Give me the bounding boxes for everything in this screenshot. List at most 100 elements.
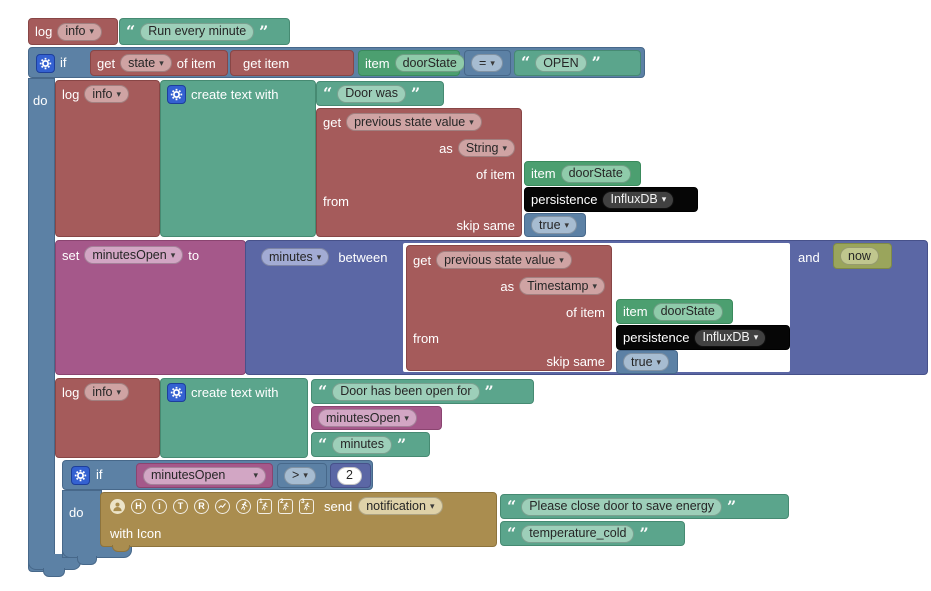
dropdown-arrow-icon: ▾ [404,412,409,423]
string-block[interactable]: “ OPEN ” [514,50,641,76]
attribute-dropdown[interactable]: state ▾ [120,54,172,72]
get-item-block[interactable]: get item [230,50,354,76]
mutator-gear-icon[interactable] [167,84,186,104]
item-block[interactable]: item doorState [358,50,465,76]
dropdown-arrow-icon: ▾ [469,116,474,127]
item-name-field[interactable]: doorState [560,164,631,183]
boolean-block[interactable]: true ▾ [616,350,678,374]
string-value-field[interactable]: temperature_cold [521,524,635,543]
string-value-field[interactable]: Door was [337,84,406,103]
letter-r-icon: R [194,498,209,514]
set-variable-header: set minutesOpen ▾ to [55,244,246,266]
log-block[interactable] [55,80,160,237]
set-label: set [62,247,80,263]
string-block[interactable]: “ Door was ” [316,81,444,106]
boolean-dropdown[interactable]: true ▾ [623,353,670,371]
get-state-block[interactable]: get state ▾ of item [90,50,228,76]
persistence-service-dropdown[interactable]: InfluxDB ▾ [602,190,675,209]
persistence-label: persistence [531,192,598,207]
log-level-dropdown[interactable]: info ▾ [84,383,130,401]
persistence-service-block[interactable]: persistence InfluxDB ▾ [524,187,698,212]
open-quote-icon: “ [507,496,517,516]
return-type-dropdown[interactable]: Timestamp ▾ [519,277,605,295]
persistence-label: persistence [623,330,690,345]
variable-dropdown[interactable]: minutesOpen ▾ [318,409,417,427]
string-value-field[interactable]: OPEN [535,54,587,72]
mutator-gear-icon[interactable] [36,54,55,73]
mutator-gear-icon[interactable] [167,382,186,402]
close-quote-icon: ” [396,434,407,454]
create-text-block[interactable] [160,80,316,237]
persistence-row-skip: skip same [406,350,612,372]
return-type-dropdown[interactable]: String ▾ [457,139,515,157]
number-field[interactable]: 2 [337,466,362,485]
item-name-field[interactable]: doorState [394,54,465,72]
string-block[interactable]: “ Door has been open for ” [311,379,534,404]
item-label: item [365,55,390,71]
string-value-field[interactable]: Door has been open for [332,382,480,401]
do-label: do [69,505,84,520]
dropdown-arrow-icon: ▾ [170,249,176,260]
open-quote-icon: “ [323,83,333,103]
open-quote-icon: “ [318,434,328,454]
boolean-dropdown[interactable]: true ▾ [531,216,578,234]
item-name-field[interactable]: doorState [652,302,723,321]
string-value-field[interactable]: minutes [332,435,392,454]
persistence-service-block[interactable]: persistence InfluxDB ▾ [616,325,790,350]
dropdown-arrow-icon: ▾ [116,386,122,397]
get-item-label: get item [243,55,290,71]
outer-if-spine [28,78,55,572]
string-block[interactable]: “ Please close door to save energy ” [500,494,789,519]
variable-get-block[interactable]: minutesOpen ▾ [136,463,273,488]
operator-dropdown[interactable]: = ▾ [471,54,503,72]
skip-same-label: skip same [546,353,605,369]
dropdown-arrow-icon: ▾ [159,57,164,68]
variable-dropdown[interactable]: minutesOpen ▾ [84,246,184,264]
outer-if-next-notch [43,568,65,577]
operator-dropdown[interactable]: > ▾ [284,466,316,485]
as-label: as [500,278,515,294]
log-label: log [35,24,53,39]
persistence-row-from: from [406,327,612,349]
string-value-field[interactable]: Please close door to save energy [521,497,723,516]
number-block[interactable]: 2 [330,463,371,488]
variable-dropdown[interactable]: minutesOpen ▾ [143,466,266,485]
persistence-service-dropdown[interactable]: InfluxDB ▾ [694,328,767,347]
variable-get-block[interactable]: minutesOpen ▾ [311,406,442,430]
skip-same-label: skip same [456,217,515,233]
string-block[interactable]: “ minutes ” [311,432,430,457]
runner-2-icon: 2 [278,498,293,514]
unit-dropdown[interactable]: minutes ▾ [261,248,330,266]
notification-next-notch [112,545,130,552]
string-value-field[interactable]: Run every minute [140,22,255,41]
dropdown-arrow-icon: ▾ [316,251,322,262]
close-quote-icon: ” [591,53,601,72]
dropdown-arrow-icon: ▾ [559,254,564,265]
as-label: as [439,140,453,156]
mutator-gear-icon[interactable] [71,466,90,485]
boolean-block[interactable]: true ▾ [524,213,586,237]
comparison-operator-block[interactable]: = ▾ [464,50,511,76]
dropdown-arrow-icon: ▾ [592,280,597,291]
log-block[interactable]: log info ▾ [28,18,118,45]
inner-if-next-notch [77,556,97,565]
string-block[interactable]: “ temperature_cold ” [500,521,685,546]
log-level-dropdown[interactable]: info ▾ [57,22,103,41]
between-label: between [338,249,388,265]
item-block[interactable]: item doorState [616,299,733,324]
chart-icon [215,498,230,514]
from-label: from [413,330,439,346]
notification-type-dropdown[interactable]: notification ▾ [358,497,443,515]
persistence-method-dropdown[interactable]: previous state value ▾ [436,251,572,269]
person-icon [110,498,125,514]
log-level-dropdown[interactable]: info ▾ [84,85,130,103]
now-field: now [840,247,879,265]
persistence-method-dropdown[interactable]: previous state value ▾ [346,113,482,131]
close-quote-icon: ” [259,21,269,41]
log-label: log [62,86,80,102]
now-block[interactable]: now [833,243,892,269]
string-block[interactable]: “ Run every minute ” [119,18,290,45]
comparison-operator-block[interactable]: > ▾ [277,463,327,488]
item-block[interactable]: item doorState [524,161,641,186]
